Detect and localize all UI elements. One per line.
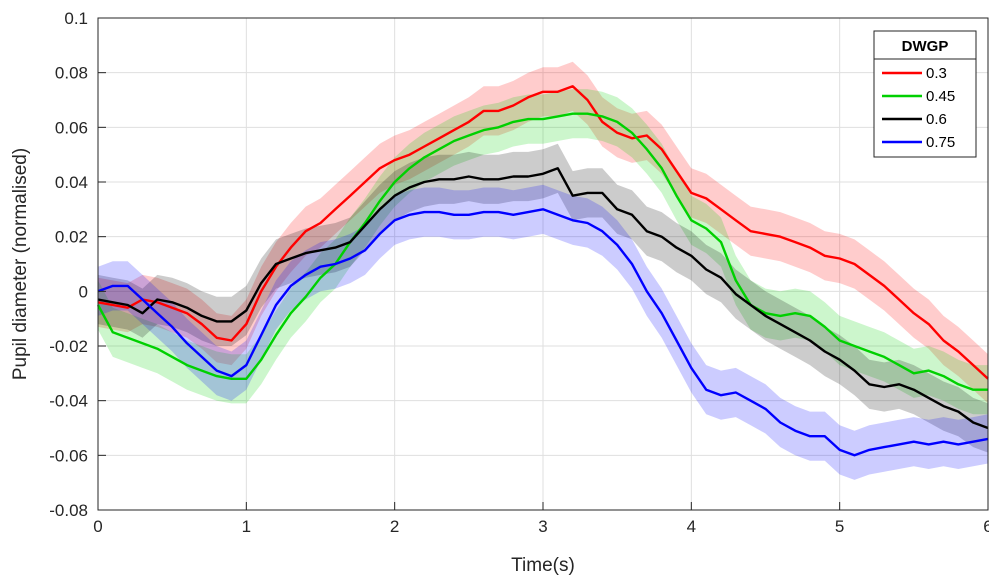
y-tick-label: 0.02 bbox=[55, 228, 88, 247]
x-tick-label: 4 bbox=[687, 517, 696, 536]
x-tick-label: 3 bbox=[538, 517, 547, 536]
y-tick-label: 0.1 bbox=[64, 9, 88, 28]
legend: DWGP 0.3 0.45 0.6 0.75 bbox=[873, 30, 977, 158]
confidence-band-0.75 bbox=[98, 184, 988, 480]
x-tick-label: 5 bbox=[835, 517, 844, 536]
x-tick-label: 6 bbox=[983, 517, 989, 536]
y-tick-label: 0.08 bbox=[55, 64, 88, 83]
x-tick-label: 2 bbox=[390, 517, 399, 536]
series-line-0.45 bbox=[96, 112, 988, 391]
x-tick-label: 1 bbox=[242, 517, 251, 536]
y-tick-label: -0.06 bbox=[49, 446, 88, 465]
confidence-bands bbox=[98, 61, 988, 480]
legend-title: DWGP bbox=[902, 38, 949, 55]
y-tick-label: -0.04 bbox=[49, 392, 88, 411]
legend-items: 0.3 0.45 0.6 0.75 bbox=[882, 65, 955, 151]
series-lines bbox=[96, 85, 989, 457]
confidence-band-0.45 bbox=[98, 89, 988, 415]
legend-label-0.3: 0.3 bbox=[926, 65, 947, 82]
series-line-0.3 bbox=[97, 85, 989, 380]
legend-label-0.6: 0.6 bbox=[926, 111, 947, 128]
y-tick-label: -0.08 bbox=[49, 501, 88, 520]
y-tick-label: 0.06 bbox=[55, 118, 88, 137]
axis-ticks: 0 1 2 3 4 5 6 -0.08 -0.06 -0.04 -0.02 0 0.02 0.04 0.06… bbox=[49, 9, 989, 536]
legend-box bbox=[873, 30, 977, 158]
series-line-0.6 bbox=[97, 167, 989, 430]
y-tick-label: 0 bbox=[79, 282, 88, 301]
series-line-0.75 bbox=[97, 208, 989, 457]
legend-label-0.75: 0.75 bbox=[926, 134, 955, 151]
legend-label-0.45: 0.45 bbox=[926, 88, 955, 105]
y-tick-label: -0.02 bbox=[49, 337, 88, 356]
x-axis-label: Time(s) bbox=[511, 555, 575, 576]
y-axis-label: Pupil diameter (normalised) bbox=[10, 148, 31, 380]
x-tick-label: 0 bbox=[93, 517, 102, 536]
confidence-band-0.3 bbox=[98, 61, 988, 404]
y-tick-label: 0.04 bbox=[55, 173, 88, 192]
